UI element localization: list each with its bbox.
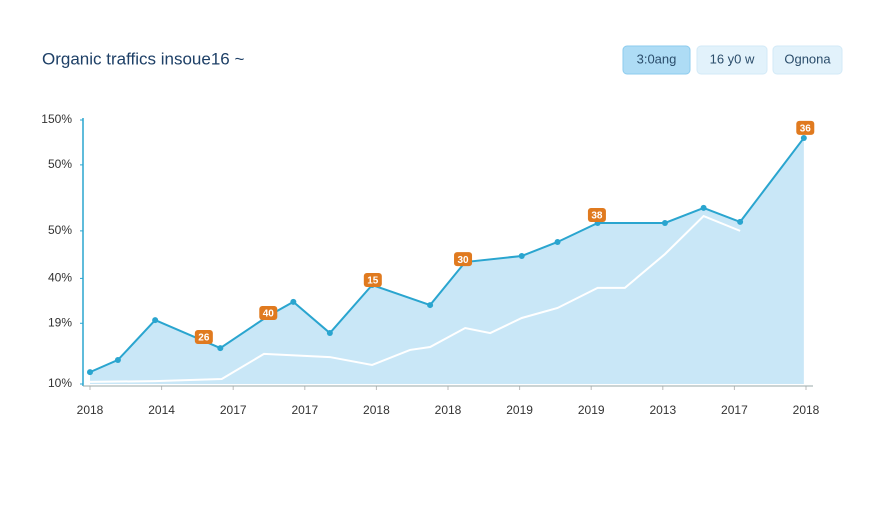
x-tick-label: 2017 [291, 403, 318, 417]
annotation-badge [259, 305, 278, 320]
annotation-badge [194, 330, 213, 345]
point [152, 317, 159, 324]
line [89, 214, 741, 383]
button[interactable] [772, 45, 843, 75]
annotation-badge [454, 252, 473, 267]
x-tick-label: 2017 [220, 403, 247, 417]
y-tick-label: 150% [41, 112, 72, 126]
annotation-label: 26 [198, 333, 210, 344]
y-tick-label: 40% [48, 271, 72, 285]
x-tick-label: 2018 [435, 403, 462, 417]
button-label[interactable]: 16 y0 w [710, 51, 755, 66]
button-label[interactable]: 3:0ang [637, 51, 677, 66]
x-tick-label: 2013 [649, 403, 676, 417]
point [518, 252, 525, 259]
y-tick-label: 10% [48, 376, 72, 390]
point [661, 219, 668, 226]
annotation-label: 15 [367, 276, 379, 287]
button[interactable] [696, 45, 768, 75]
annotation-badge [796, 120, 815, 135]
point [700, 204, 707, 211]
point [217, 345, 224, 352]
annotation-label: 30 [457, 255, 469, 266]
x-tick-label: 2019 [578, 403, 605, 417]
annotation-label: 38 [591, 211, 603, 222]
point [87, 369, 93, 376]
x-tick-label: 2019 [506, 403, 533, 417]
y-tick-label: 19% [48, 315, 72, 329]
point [326, 330, 333, 337]
x-tick-label: 2018 [363, 403, 390, 417]
annotation-label: 40 [263, 309, 275, 320]
point [290, 298, 297, 305]
y-tick-label: 50% [48, 223, 72, 237]
annotation-badge [587, 208, 606, 223]
x-tick-label: 2018 [793, 403, 820, 417]
point [114, 356, 121, 363]
chart-title: Organic traffics insoue16 ~ [42, 49, 244, 68]
area [90, 137, 804, 384]
x-tick-label: 2017 [721, 403, 748, 417]
annotation-badge [363, 272, 382, 287]
point [800, 134, 807, 141]
y-tick-label: 50% [48, 157, 72, 171]
button[interactable] [622, 45, 691, 75]
button-label[interactable]: Ognona [784, 51, 831, 66]
x-tick-label: 2014 [148, 403, 175, 417]
annotation-label: 36 [800, 124, 812, 135]
x-tick-label: 2018 [77, 403, 104, 417]
point [737, 218, 744, 225]
point [554, 238, 561, 245]
point [427, 302, 434, 309]
